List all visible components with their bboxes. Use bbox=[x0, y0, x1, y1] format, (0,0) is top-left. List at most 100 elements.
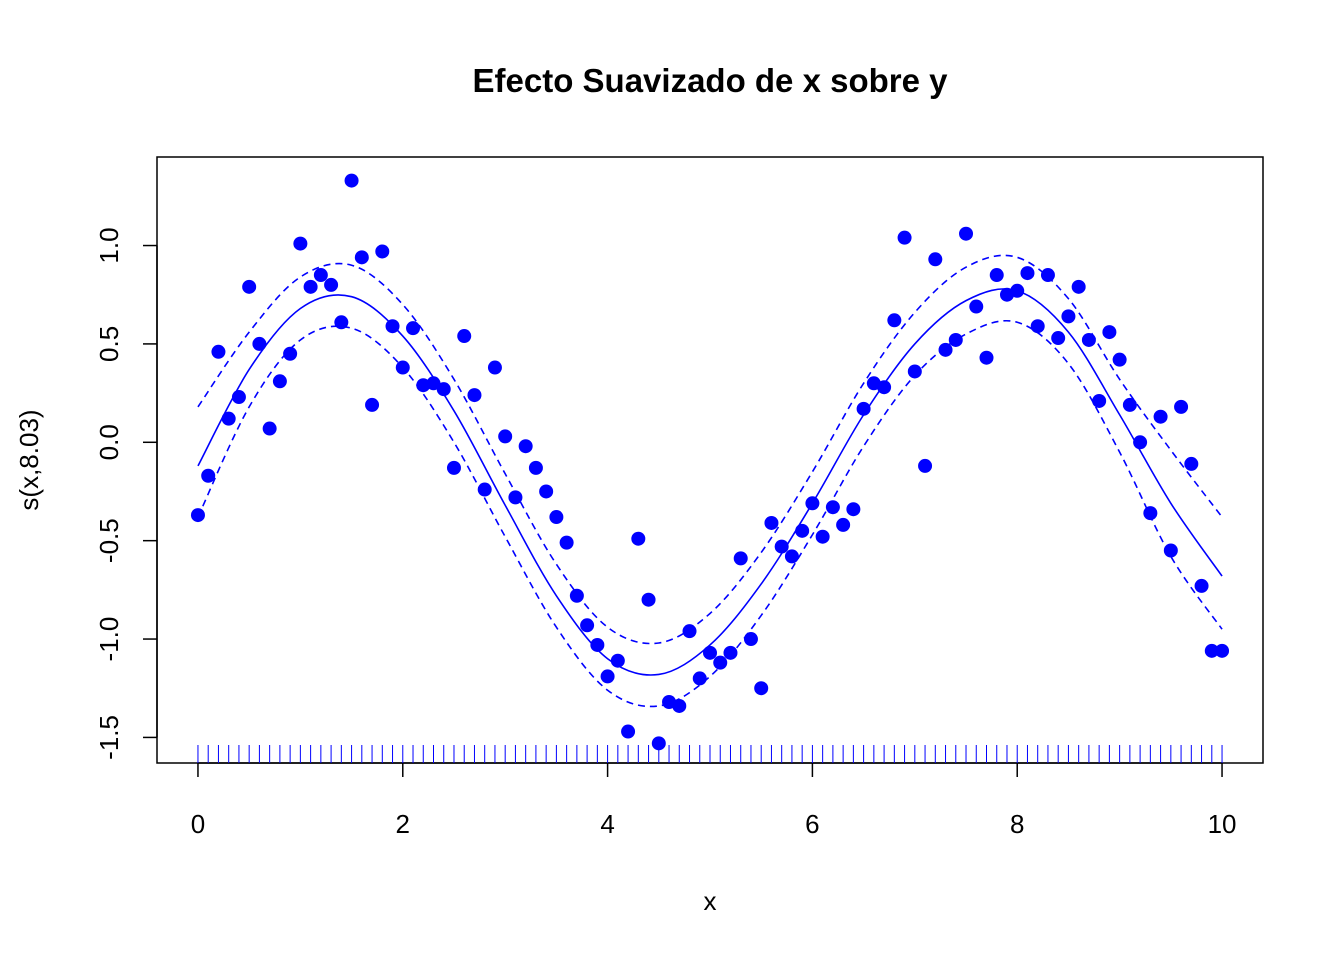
data-point bbox=[324, 277, 339, 292]
data-point bbox=[836, 517, 851, 532]
y-tick-label: -1.5 bbox=[94, 715, 124, 760]
data-point bbox=[375, 244, 390, 259]
x-axis-label: x bbox=[704, 886, 717, 916]
y-tick-label: -0.5 bbox=[94, 518, 124, 563]
y-axis: -1.5 -1.0 -0.5 0.0 0.5 1.0 bbox=[94, 227, 158, 760]
data-point bbox=[743, 632, 758, 647]
data-point bbox=[221, 411, 236, 426]
x-tick-label: 0 bbox=[191, 809, 205, 839]
data-point bbox=[1204, 643, 1219, 658]
data-point bbox=[723, 645, 738, 660]
data-point bbox=[938, 342, 953, 357]
data-point bbox=[928, 252, 943, 267]
data-point bbox=[487, 360, 502, 375]
data-point bbox=[692, 671, 707, 686]
data-point bbox=[334, 315, 349, 330]
data-point bbox=[395, 360, 410, 375]
data-point bbox=[252, 336, 267, 351]
data-point bbox=[1215, 643, 1230, 658]
y-tick-label: -1.0 bbox=[94, 617, 124, 662]
data-point bbox=[621, 724, 636, 739]
data-point bbox=[918, 458, 933, 473]
data-point bbox=[825, 500, 840, 515]
data-point bbox=[815, 529, 830, 544]
data-point bbox=[1153, 409, 1168, 424]
data-point bbox=[1040, 268, 1055, 283]
x-tick-label: 2 bbox=[396, 809, 410, 839]
data-point bbox=[682, 624, 697, 639]
data-point bbox=[1194, 578, 1209, 593]
data-point bbox=[703, 645, 717, 660]
data-point bbox=[610, 653, 625, 668]
data-points bbox=[190, 173, 1230, 751]
data-point bbox=[877, 380, 892, 395]
data-point bbox=[1092, 393, 1107, 408]
y-axis-label: s(x,8.03) bbox=[14, 409, 44, 510]
data-point bbox=[303, 279, 318, 294]
data-point bbox=[1163, 543, 1178, 558]
data-point bbox=[784, 549, 799, 564]
data-point bbox=[651, 736, 666, 751]
x-tick-label: 6 bbox=[805, 809, 819, 839]
data-point bbox=[385, 319, 400, 334]
data-point bbox=[795, 523, 810, 538]
data-point bbox=[436, 382, 451, 397]
x-tick-label: 4 bbox=[600, 809, 614, 839]
data-point bbox=[887, 313, 902, 328]
data-point bbox=[528, 460, 543, 475]
data-point bbox=[426, 376, 441, 391]
data-point bbox=[774, 539, 789, 554]
data-point bbox=[856, 401, 871, 416]
data-point bbox=[313, 268, 328, 283]
data-point bbox=[907, 364, 922, 379]
data-point bbox=[1174, 399, 1189, 414]
data-point bbox=[508, 490, 523, 505]
data-point bbox=[498, 429, 513, 444]
data-point bbox=[1030, 319, 1045, 334]
data-point bbox=[272, 374, 287, 389]
data-point bbox=[549, 510, 564, 525]
data-point bbox=[569, 588, 584, 603]
data-point bbox=[539, 484, 554, 499]
data-point bbox=[283, 346, 298, 361]
upper-ci-line bbox=[197, 254, 1223, 645]
data-point bbox=[979, 350, 994, 365]
data-point bbox=[242, 279, 257, 294]
data-point bbox=[406, 321, 421, 336]
data-point bbox=[190, 508, 205, 523]
x-tick-label: 10 bbox=[1208, 809, 1237, 839]
data-point bbox=[959, 226, 974, 241]
y-tick-label: 0.0 bbox=[94, 424, 124, 460]
data-point bbox=[1071, 279, 1086, 294]
data-point bbox=[1010, 283, 1025, 298]
y-tick-label: 1.0 bbox=[94, 227, 124, 263]
data-point bbox=[713, 655, 728, 670]
data-point bbox=[1020, 266, 1035, 281]
data-point bbox=[672, 698, 687, 713]
rug-marks bbox=[197, 745, 1223, 763]
data-point bbox=[948, 332, 963, 347]
data-point bbox=[631, 531, 646, 546]
data-point bbox=[989, 268, 1004, 283]
x-axis: 0 2 4 6 8 10 bbox=[191, 762, 1237, 839]
data-point bbox=[344, 173, 359, 188]
data-point bbox=[446, 460, 461, 475]
data-point bbox=[600, 669, 615, 684]
data-point bbox=[1122, 397, 1137, 412]
data-point bbox=[764, 515, 779, 530]
data-point bbox=[805, 496, 820, 511]
data-point bbox=[231, 390, 246, 405]
data-point bbox=[641, 592, 656, 607]
data-point bbox=[590, 637, 605, 652]
data-point bbox=[457, 329, 472, 344]
data-point bbox=[365, 397, 380, 412]
data-point bbox=[262, 421, 277, 436]
data-point bbox=[1143, 506, 1158, 521]
chart-title: Efecto Suavizado de x sobre y bbox=[473, 62, 949, 99]
data-point bbox=[1102, 325, 1117, 340]
data-point bbox=[1112, 352, 1127, 367]
data-point bbox=[211, 344, 226, 359]
data-point bbox=[201, 468, 216, 483]
data-point bbox=[1133, 435, 1148, 450]
data-point bbox=[846, 502, 861, 517]
